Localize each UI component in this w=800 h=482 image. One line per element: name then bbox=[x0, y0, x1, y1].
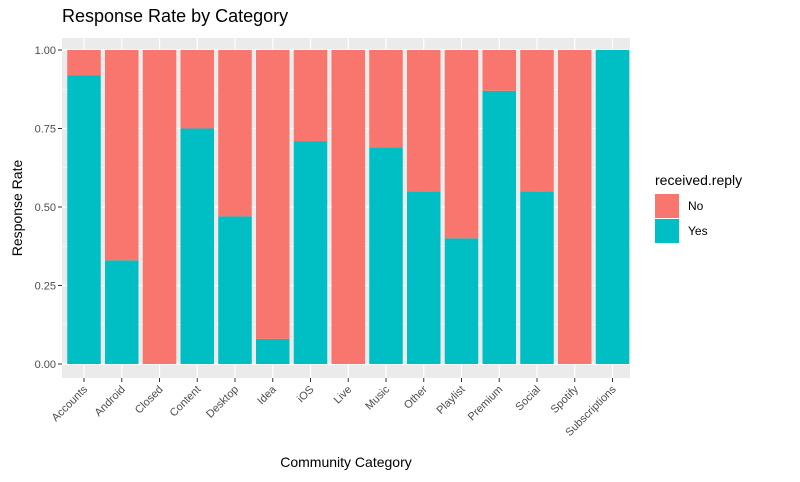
x-tick-label: Social bbox=[513, 384, 543, 414]
bar-segment-no-closed bbox=[142, 50, 177, 364]
y-tick-label: 0.00 bbox=[35, 359, 56, 371]
x-tick-label: Other bbox=[402, 383, 430, 411]
x-tick-label: Android bbox=[93, 384, 128, 419]
x-tick-label: Content bbox=[168, 384, 204, 420]
y-axis-title: Response Rate bbox=[9, 160, 25, 257]
bar-segment-no-accounts bbox=[67, 50, 101, 76]
bar-segment-yes-music bbox=[369, 147, 403, 364]
bar-segment-yes-playlist bbox=[444, 238, 479, 364]
y-tick-label: 0.25 bbox=[35, 281, 56, 293]
bar-segment-yes-social bbox=[520, 191, 554, 364]
y-tick-label: 0.75 bbox=[35, 124, 56, 136]
x-tick-label: Live bbox=[332, 384, 355, 407]
legend-key-yes bbox=[655, 219, 679, 243]
bar-segment-yes-content bbox=[180, 128, 214, 364]
bar-segment-no-live bbox=[331, 50, 365, 364]
bar-segment-no-android bbox=[105, 50, 139, 261]
bar-segment-yes-desktop bbox=[218, 216, 252, 364]
x-tick-label: Spotify bbox=[549, 383, 582, 416]
bar-segment-yes-subscriptions bbox=[595, 50, 630, 364]
legend-key-no bbox=[655, 194, 679, 218]
x-tick-label: Playlist bbox=[434, 384, 467, 417]
legend: received.reply No Yes bbox=[655, 172, 742, 243]
bar-segment-no-spotify bbox=[558, 50, 592, 364]
bars bbox=[67, 50, 630, 365]
x-tick-label: Idea bbox=[255, 383, 279, 407]
bar-segment-no-idea bbox=[256, 50, 290, 339]
bar-segment-no-desktop bbox=[218, 50, 252, 217]
bar-segment-no-other bbox=[407, 50, 441, 192]
legend-title: received.reply bbox=[655, 172, 742, 188]
bar-segment-no-content bbox=[180, 50, 214, 129]
chart-title: Response Rate by Category bbox=[62, 6, 288, 26]
bar-segment-yes-ios bbox=[293, 141, 328, 364]
bar-segment-no-premium bbox=[482, 50, 516, 91]
x-tick-label: Premium bbox=[466, 384, 506, 424]
bar-segment-no-ios bbox=[293, 50, 328, 142]
x-axis-title: Community Category bbox=[280, 454, 412, 470]
x-axis: Accounts Android Closed Content Desktop Idea i… bbox=[50, 378, 619, 439]
y-axis: 0.00 0.25 0.50 0.75 1.00 bbox=[35, 45, 62, 371]
bar-segment-no-social bbox=[520, 50, 554, 192]
x-tick-label: Music bbox=[363, 383, 392, 412]
y-tick-label: 1.00 bbox=[35, 45, 56, 57]
bar-segment-no-playlist bbox=[444, 50, 479, 239]
bar-segment-yes-android bbox=[105, 260, 139, 364]
legend-label-no: No bbox=[688, 199, 704, 213]
legend-label-yes: Yes bbox=[688, 224, 708, 238]
x-tick-label: iOS bbox=[295, 384, 316, 405]
x-tick-label: Desktop bbox=[204, 384, 241, 421]
bar-segment-no-music bbox=[369, 50, 403, 148]
bar-segment-yes-accounts bbox=[67, 75, 101, 365]
x-tick-label: Accounts bbox=[50, 383, 91, 424]
bar-segment-yes-idea bbox=[256, 338, 290, 364]
bar-segment-yes-other bbox=[407, 191, 441, 364]
bar-segment-yes-premium bbox=[482, 90, 516, 364]
x-tick-label: Closed bbox=[133, 384, 166, 417]
y-tick-label: 0.50 bbox=[35, 202, 56, 214]
